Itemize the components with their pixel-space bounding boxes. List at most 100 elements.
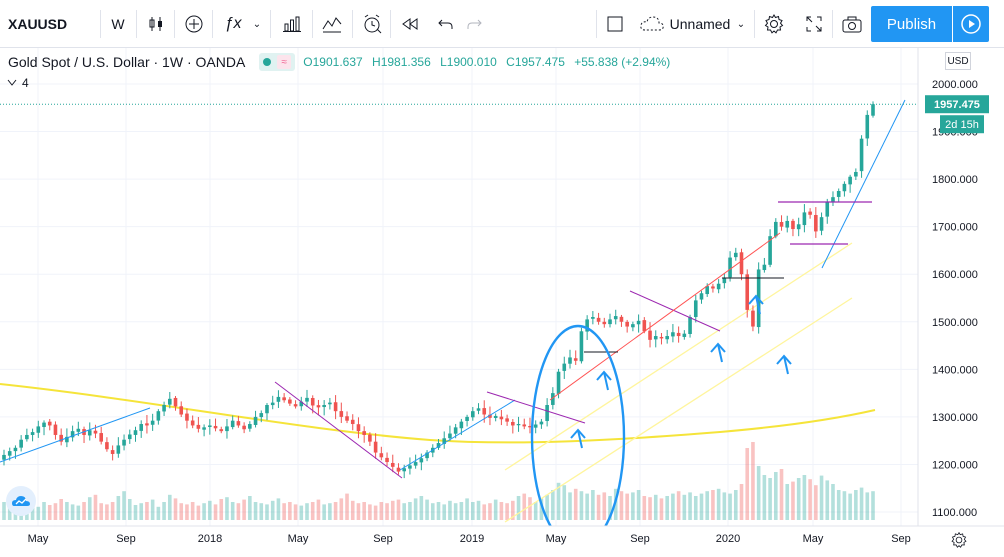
- volume-bar: [791, 481, 795, 520]
- volume-bar: [488, 503, 492, 520]
- volume-bar: [716, 488, 721, 520]
- volume-bar: [671, 493, 675, 520]
- fullscreen-icon[interactable]: [800, 8, 828, 40]
- redo-icon[interactable]: [462, 8, 486, 40]
- volume-bar: [659, 498, 664, 520]
- volume-bar: [854, 490, 858, 520]
- volume-bar: [562, 485, 567, 520]
- candle-body: [716, 283, 721, 290]
- indicators-fx-icon[interactable]: ƒx: [224, 15, 242, 32]
- trendline-purple-3: [629, 290, 721, 332]
- volume-bar: [533, 502, 538, 520]
- volume-bar: [270, 500, 275, 520]
- volume-bar: [236, 503, 241, 520]
- candle-body: [13, 447, 18, 452]
- volume-bar: [379, 502, 384, 520]
- interval-button[interactable]: W: [111, 16, 125, 32]
- replay-icon[interactable]: [396, 8, 424, 40]
- candle-body: [819, 217, 824, 231]
- candle-body: [425, 452, 429, 459]
- market-status-badge[interactable]: ≈: [259, 53, 296, 71]
- layout-cloud-icon[interactable]: [638, 8, 666, 40]
- snapshot-camera-icon[interactable]: [838, 8, 866, 40]
- candle-body: [505, 418, 509, 422]
- volume-bar: [305, 503, 309, 520]
- select-rect-icon[interactable]: [602, 8, 628, 40]
- candle-body: [625, 321, 629, 327]
- candle-body: [122, 439, 126, 446]
- candle-body: [419, 458, 424, 463]
- candle-body: [859, 138, 864, 172]
- volume-bar: [585, 493, 589, 520]
- volume-bar: [568, 492, 572, 520]
- candle-body: [328, 402, 332, 405]
- volume-bar: [591, 490, 595, 520]
- compare-add-icon[interactable]: [180, 8, 208, 40]
- candle-body: [99, 433, 103, 442]
- candle-body: [591, 317, 595, 319]
- candle-body: [408, 465, 412, 469]
- candles-icon[interactable]: [142, 8, 170, 40]
- indicators-dropdown-chevron-icon[interactable]: ⌄: [252, 18, 262, 30]
- candle-body: [162, 405, 166, 412]
- undo-icon[interactable]: [434, 8, 458, 40]
- indicators-toggle[interactable]: 4: [6, 76, 29, 90]
- volume-bar: [122, 491, 126, 520]
- time-tick-label: May: [546, 533, 567, 545]
- publish-button[interactable]: Publish: [871, 6, 952, 42]
- candle-body: [7, 451, 12, 456]
- candle-body: [665, 336, 669, 340]
- data-delay-wave-icon: ≈: [277, 55, 292, 69]
- candles: [2, 101, 875, 479]
- volume-bar: [728, 493, 732, 520]
- candle-body: [36, 426, 41, 433]
- volume-bar: [293, 504, 298, 520]
- candle-body: [608, 319, 612, 325]
- candle-body: [179, 406, 184, 415]
- candle-body: [390, 462, 395, 467]
- candle-body: [156, 411, 161, 421]
- templates-icon[interactable]: [318, 8, 346, 40]
- candle-body: [796, 224, 801, 230]
- candle-body: [545, 405, 549, 422]
- volume-bar: [865, 492, 870, 520]
- candle-body: [47, 421, 52, 426]
- volume-bar: [762, 475, 767, 520]
- volume-bar: [53, 503, 58, 520]
- volume-bar: [814, 485, 818, 520]
- tradingview-logo-icon[interactable]: [6, 486, 36, 516]
- candle-body: [116, 445, 121, 454]
- volume-bar: [459, 502, 464, 520]
- axis-settings-gear-icon[interactable]: [946, 527, 972, 553]
- publish-play-icon[interactable]: [953, 6, 989, 42]
- low-value: L1900.010: [440, 55, 497, 69]
- candle-body: [2, 454, 6, 460]
- settings-gear-icon[interactable]: [760, 8, 788, 40]
- alert-clock-icon[interactable]: [358, 8, 386, 40]
- candle-body: [825, 201, 830, 217]
- volume-bar: [328, 503, 332, 520]
- volume-bar: [110, 502, 115, 520]
- volume-bar: [648, 497, 652, 520]
- candle-body: [276, 396, 281, 402]
- candle-body: [493, 415, 498, 419]
- financials-icon[interactable]: [278, 8, 306, 40]
- volume-bar: [213, 504, 218, 520]
- candle-body: [293, 404, 298, 407]
- candle-body: [173, 397, 178, 407]
- volume-bar: [528, 497, 532, 520]
- symbol-search[interactable]: XAUUSD: [8, 16, 68, 32]
- candle-body: [25, 434, 29, 440]
- currency-label[interactable]: USD: [945, 52, 971, 70]
- layout-name[interactable]: Unnamed: [669, 16, 731, 32]
- layout-chevron-down-icon[interactable]: ⌄: [736, 18, 746, 30]
- high-value: H1981.356: [372, 55, 431, 69]
- volume-bar: [430, 503, 435, 520]
- candle-body: [127, 434, 132, 440]
- candle-body: [236, 421, 241, 426]
- candle-body: [110, 450, 115, 454]
- volume-bar: [219, 499, 224, 520]
- candle-body: [42, 422, 46, 428]
- volume-bar: [276, 498, 281, 520]
